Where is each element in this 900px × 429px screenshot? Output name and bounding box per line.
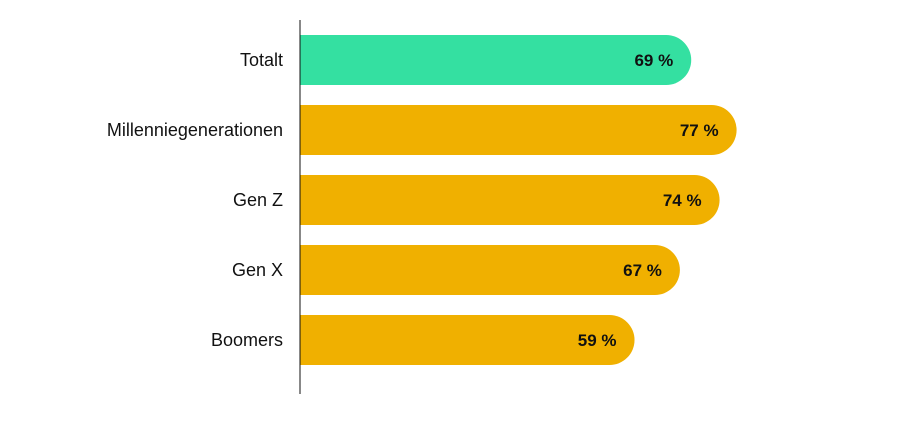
category-label: Boomers [211, 330, 283, 350]
category-labels: Totalt Millenniegenerationen Gen Z Gen X Boo… [107, 50, 283, 350]
value-label: 77 % [680, 121, 719, 140]
value-label: 59 % [578, 331, 617, 350]
bar-boomers [300, 315, 635, 365]
value-label: 67 % [623, 261, 662, 280]
bar-gen-x [300, 245, 680, 295]
value-labels: 69 % 77 % 74 % 67 % 59 % [578, 51, 719, 350]
bar-totalt [300, 35, 692, 85]
category-label: Millenniegenerationen [107, 120, 283, 140]
bar-gen-z [300, 175, 720, 225]
bars-layer [300, 35, 737, 365]
category-label: Gen Z [233, 190, 283, 210]
category-label: Totalt [240, 50, 283, 70]
value-label: 74 % [663, 191, 702, 210]
category-label: Gen X [232, 260, 283, 280]
bar-millenniegenerationen [300, 105, 737, 155]
value-label: 69 % [634, 51, 673, 70]
